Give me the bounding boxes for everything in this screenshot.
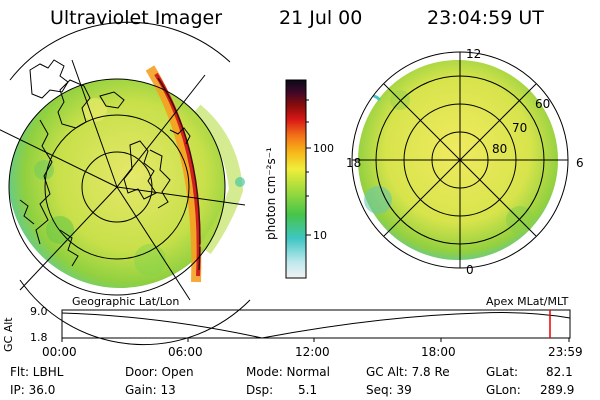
glat-value: 82.1	[546, 365, 573, 379]
geographic-caption: Geographic Lat/Lon	[72, 295, 180, 308]
orbit-xtick-2359: 23:59	[548, 345, 583, 359]
mlat-label-60: 60	[535, 97, 551, 111]
dsp-label: Dsp:	[246, 383, 274, 397]
mlt-label-6: 6	[576, 156, 584, 170]
gcalt-info: GC Alt: 7.8 Re	[366, 365, 450, 379]
mode-info: Mode: Normal	[246, 365, 330, 379]
date-label: 21 Jul 00	[279, 7, 363, 29]
seq-info: Seq: 39	[366, 383, 412, 397]
apex-image	[351, 51, 569, 269]
orbit-ylabel: GC Alt	[2, 317, 15, 352]
mlt-label-12: 12	[466, 47, 482, 61]
ip-info: IP: 36.0	[10, 383, 56, 397]
mlat-label-70: 70	[512, 121, 528, 135]
colorbar	[285, 79, 311, 279]
glat-label: GLat:	[486, 365, 519, 379]
orbit-xtick-0600: 06:00	[168, 345, 203, 359]
colorbar-tick-100: 100	[313, 142, 334, 155]
apex-caption: Apex MLat/MLT	[486, 295, 569, 308]
flt-info: Flt: LBHL	[10, 365, 64, 379]
gain-info: Gain: 13	[125, 383, 176, 397]
glon-label: GLon:	[486, 383, 521, 397]
glon-value: 289.9	[540, 383, 575, 397]
door-info: Door: Open	[125, 365, 194, 379]
app-title: Ultraviolet Imager	[50, 7, 223, 29]
orbit-xtick-1800: 18:00	[421, 345, 456, 359]
time-label: 23:04:59 UT	[427, 7, 544, 29]
orbit-plot	[61, 309, 571, 342]
colorbar-unit-label: photon cm⁻²s⁻¹	[264, 147, 278, 240]
orbit-ytick-high: 9.0	[30, 305, 48, 318]
mlat-label-80: 80	[492, 142, 508, 156]
geographic-image	[0, 21, 251, 346]
orbit-ytick-low: 1.8	[30, 331, 48, 344]
mlt-label-0: 0	[466, 263, 474, 277]
orbit-xtick-1200: 12:00	[295, 345, 330, 359]
colorbar-tick-10: 10	[313, 229, 327, 242]
dsp-value: 5.1	[298, 383, 318, 397]
orbit-xtick-0000: 00:00	[42, 345, 77, 359]
mlt-label-18: 18	[346, 156, 362, 170]
